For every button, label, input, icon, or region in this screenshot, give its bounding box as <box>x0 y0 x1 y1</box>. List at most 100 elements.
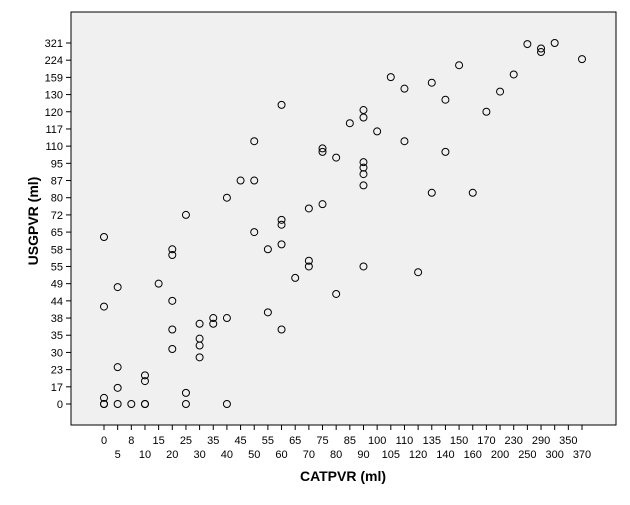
data-point <box>222 193 231 202</box>
x-tick-label: 20 <box>166 449 178 461</box>
data-point <box>113 400 122 408</box>
x-tick-label: 5 <box>115 449 121 461</box>
data-point <box>482 107 491 116</box>
y-tick-label: 130 <box>45 90 63 102</box>
data-points <box>100 39 586 408</box>
data-point <box>100 393 108 402</box>
data-point <box>441 95 450 104</box>
data-point <box>359 158 368 167</box>
y-tick-label: 23 <box>51 365 63 377</box>
data-point <box>359 262 368 271</box>
data-point <box>250 137 259 146</box>
data-point <box>318 200 327 209</box>
x-tick-label: 100 <box>368 435 386 447</box>
data-point <box>140 371 149 380</box>
data-point <box>277 325 286 334</box>
data-point <box>578 55 586 64</box>
data-point <box>100 233 108 242</box>
x-tick-label: 35 <box>207 435 219 447</box>
data-point <box>359 163 368 172</box>
x-tick-label: 110 <box>396 435 414 447</box>
data-point <box>113 363 122 372</box>
x-tick-label: 55 <box>262 435 274 447</box>
data-point <box>277 220 286 229</box>
x-tick-label: 230 <box>505 435 523 447</box>
data-point <box>496 87 505 96</box>
data-point <box>318 144 327 153</box>
data-point <box>345 119 354 128</box>
data-point <box>509 70 518 79</box>
x-tick-label: 65 <box>289 435 301 447</box>
data-point <box>222 314 231 323</box>
y-tick-label: 58 <box>51 244 63 256</box>
x-tick-label: 25 <box>180 435 192 447</box>
data-point <box>537 48 546 57</box>
y-tick-label: 65 <box>51 227 63 239</box>
data-point <box>304 262 313 271</box>
data-point <box>277 215 286 224</box>
data-point <box>441 147 450 156</box>
y-tick-label: 80 <box>51 193 63 205</box>
y-tick-label: 38 <box>51 313 63 325</box>
data-point <box>332 153 341 162</box>
data-point <box>113 383 122 392</box>
data-point <box>400 84 409 93</box>
y-axis-title: USGPVR (ml) <box>25 177 41 266</box>
data-point <box>291 273 300 282</box>
x-tick-label: 135 <box>423 435 441 447</box>
y-tick-label: 49 <box>51 279 63 291</box>
x-tick-label: 160 <box>464 449 482 461</box>
x-tick-label: 70 <box>303 449 315 461</box>
data-point <box>318 147 327 156</box>
y-tick-label: 321 <box>45 38 63 50</box>
data-point <box>386 73 395 82</box>
data-point <box>304 204 313 213</box>
data-point <box>550 39 559 47</box>
y-tick-label: 87 <box>51 176 63 188</box>
data-point <box>373 127 382 136</box>
x-tick-label: 170 <box>477 435 495 447</box>
data-point <box>127 400 136 408</box>
data-point <box>332 289 341 298</box>
data-point <box>455 61 464 70</box>
data-point <box>195 341 204 350</box>
y-axis: 0 17 23 30 35 38 44 49 55 58 65 72 80 87 95 110 117 120 13… <box>45 38 71 411</box>
x-tick-label: 370 <box>573 449 591 461</box>
x-tick-label: 200 <box>491 449 509 461</box>
x-tick-label: 75 <box>316 435 328 447</box>
data-point <box>209 314 218 323</box>
plot-area <box>70 11 617 426</box>
x-tick-label: 300 <box>546 449 564 461</box>
x-axis-title: CATPVR (ml) <box>300 468 386 484</box>
y-tick-label: 159 <box>45 72 63 84</box>
x-tick-label: 290 <box>532 435 550 447</box>
data-point <box>523 40 532 49</box>
y-tick-label: 72 <box>51 210 63 222</box>
x-tick-label: 250 <box>518 449 536 461</box>
data-point <box>140 400 149 408</box>
data-point <box>222 400 231 408</box>
x-tick-label: 140 <box>436 449 454 461</box>
data-point <box>414 268 423 277</box>
x-tick-label: 90 <box>357 449 369 461</box>
data-point <box>195 319 204 328</box>
data-point <box>181 388 190 397</box>
data-point <box>154 279 163 288</box>
x-tick-label: 120 <box>409 449 427 461</box>
data-point <box>427 188 436 197</box>
y-tick-label: 0 <box>57 399 63 411</box>
data-point <box>168 344 177 353</box>
data-point <box>236 176 245 185</box>
data-point <box>100 302 108 311</box>
data-point <box>209 319 218 328</box>
data-point <box>168 325 177 334</box>
data-point <box>168 245 177 254</box>
y-tick-label: 120 <box>45 107 63 119</box>
data-point <box>100 400 108 408</box>
data-point <box>140 377 149 386</box>
data-point <box>113 283 122 292</box>
data-point <box>263 308 272 317</box>
x-tick-label: 40 <box>221 449 233 461</box>
y-tick-label: 44 <box>51 296 63 308</box>
